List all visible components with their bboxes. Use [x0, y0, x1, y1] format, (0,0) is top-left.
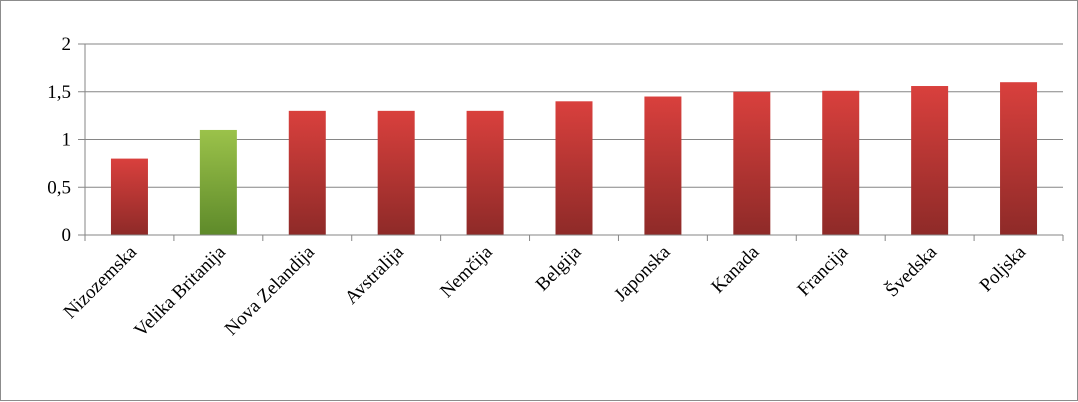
- bars: [110, 82, 1038, 236]
- x-category-label: Belgija: [532, 241, 586, 295]
- axes: [78, 43, 1064, 241]
- bar-avstralija: [377, 110, 415, 235]
- bar-japonska: [644, 96, 682, 236]
- bar-francija: [822, 90, 860, 235]
- y-tick-label: 2: [62, 34, 72, 55]
- bar-nizozemska: [110, 158, 148, 235]
- bar-belgija: [555, 101, 593, 235]
- x-category-label: Velika Britanija: [130, 241, 230, 341]
- y-tick-label: 0: [62, 225, 72, 246]
- y-tick-label: 1,5: [47, 82, 71, 103]
- x-category-label: Avstralija: [341, 241, 408, 308]
- x-category-label: Švedska: [881, 241, 942, 302]
- bar-velika-britanija: [199, 129, 237, 235]
- y-tick-labels: 0 0,5 1 1,5 2: [47, 34, 71, 246]
- x-category-label: Nemčija: [436, 241, 497, 302]
- x-category-label: Poljska: [976, 241, 1031, 296]
- bar-švedska: [911, 86, 949, 236]
- bar-poljska: [1000, 82, 1038, 235]
- x-category-label: Kanada: [707, 241, 763, 297]
- x-category-label: Nova Zelandija: [221, 241, 319, 339]
- bar-kanada: [733, 91, 771, 235]
- bar-nova-zelandija: [288, 110, 326, 235]
- y-tick-label: 1: [62, 130, 72, 151]
- x-category-label: Japonska: [610, 241, 675, 306]
- y-tick-label: 0,5: [47, 177, 71, 198]
- bar-nemčija: [466, 110, 504, 235]
- x-category-label: Nizozemska: [60, 241, 142, 323]
- x-category-label: Francija: [793, 241, 852, 300]
